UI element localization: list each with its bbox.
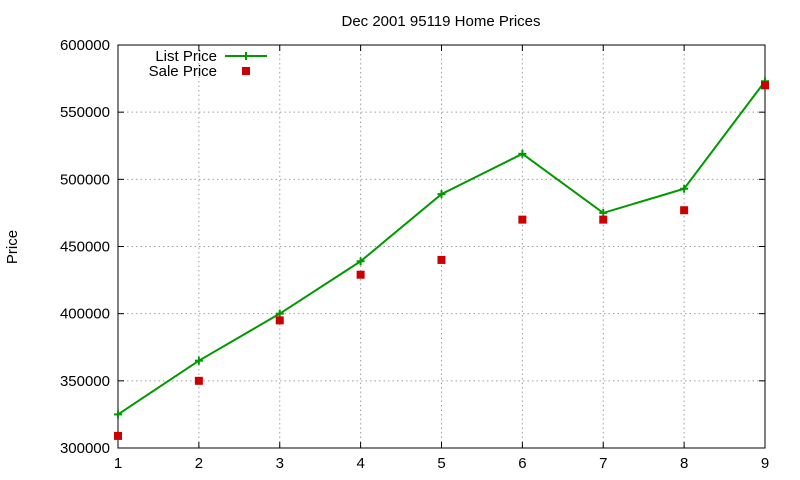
y-tick-label: 400000 — [60, 306, 110, 323]
list-price-point — [518, 149, 527, 158]
legend-label-sale-price: Sale Price — [149, 63, 217, 80]
x-tick-label: 5 — [437, 455, 445, 472]
sale-price-point — [599, 215, 608, 224]
x-tick-label: 9 — [761, 455, 769, 472]
sale-price-point — [275, 316, 284, 325]
axes: 1 2 3 4 5 6 7 8 9 300000 350000 400000 450000 500000 5… — [60, 37, 769, 472]
sale-price-point — [437, 255, 446, 264]
list-price-point — [680, 184, 689, 193]
list-price-point — [275, 309, 284, 318]
list-price-point — [437, 190, 446, 199]
y-tick-label: 600000 — [60, 37, 110, 54]
x-tick-label: 7 — [599, 455, 607, 472]
legend-swatch-sale-price — [242, 67, 250, 75]
series — [114, 77, 769, 440]
y-tick-label: 500000 — [60, 171, 110, 188]
y-tick-label: 450000 — [60, 239, 110, 256]
sale-price-point — [680, 206, 689, 215]
list-price-point — [356, 257, 365, 266]
y-tick-label: 300000 — [60, 440, 110, 457]
list-price-point — [194, 356, 203, 365]
sale-price-point — [518, 215, 527, 224]
y-tick-label: 550000 — [60, 104, 110, 121]
sale-price-point — [194, 376, 203, 385]
list-price-point — [114, 410, 122, 419]
grid — [118, 45, 765, 448]
x-tick-label: 3 — [276, 455, 284, 472]
x-tick-label: 1 — [114, 455, 122, 472]
list-price-point — [599, 208, 608, 217]
sale-price-point — [761, 81, 769, 90]
y-axis-label: Price — [4, 230, 21, 264]
x-tick-label: 4 — [356, 455, 364, 472]
chart-title: Dec 2001 95119 Home Prices — [342, 13, 541, 30]
legend-label-list-price: List Price — [155, 48, 217, 65]
sale-price-point — [356, 270, 365, 279]
x-tick-label: 8 — [680, 455, 688, 472]
sale-price-point — [114, 431, 122, 440]
y-tick-label: 350000 — [60, 373, 110, 390]
x-tick-label: 6 — [518, 455, 526, 472]
x-tick-label: 2 — [195, 455, 203, 472]
